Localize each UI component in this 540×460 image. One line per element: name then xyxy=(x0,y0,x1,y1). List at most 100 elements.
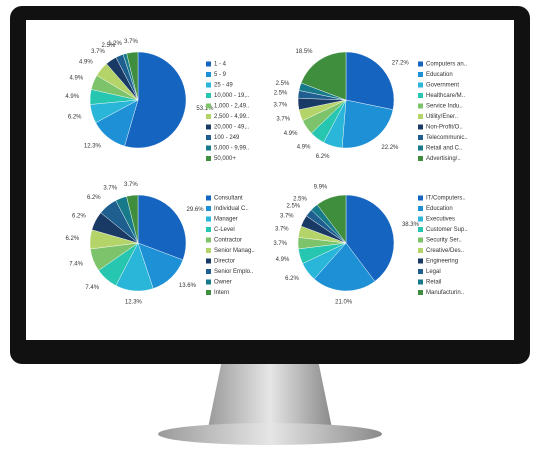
pie-slice xyxy=(300,51,347,101)
slice-label: 3.7% xyxy=(124,39,138,45)
legend-label: Owner xyxy=(214,280,232,286)
slice-label: 13.6% xyxy=(179,283,197,289)
legend-label: Consultant xyxy=(214,196,243,202)
legend-swatch xyxy=(206,248,211,253)
slice-label: 3.7% xyxy=(276,116,290,122)
slice-label: 4.9% xyxy=(70,76,84,82)
legend-label: Education xyxy=(426,206,453,212)
pie-slice xyxy=(313,242,376,292)
legend-swatch xyxy=(206,114,211,119)
slice-label: 3.7% xyxy=(273,241,287,247)
slice-label: 3.7% xyxy=(275,227,289,233)
legend-label: Customer Sup.. xyxy=(426,227,468,233)
slice-label: 2.5% xyxy=(276,81,290,87)
stand-neck xyxy=(208,360,332,428)
legend-swatch xyxy=(206,237,211,243)
slice-label: 12.3% xyxy=(125,299,143,305)
legend-label: Engineering xyxy=(426,259,458,265)
legend-swatch xyxy=(206,145,211,151)
slice-label: 7.4% xyxy=(69,262,83,268)
legend-swatch xyxy=(206,82,211,88)
legend-swatch xyxy=(418,61,423,67)
legend-swatch xyxy=(206,93,211,98)
slice-label: 9.9% xyxy=(314,185,328,191)
slice-label: 3.7% xyxy=(274,102,288,108)
slice-label: 29.6% xyxy=(187,207,205,213)
legend-label: Intern xyxy=(214,290,229,296)
legend-swatch xyxy=(418,258,423,264)
legend-swatch xyxy=(206,103,211,109)
slice-label: 18.5% xyxy=(295,49,313,55)
legend-swatch xyxy=(206,195,211,201)
legend-label: Utility/Ener.. xyxy=(426,114,458,120)
legend-swatch xyxy=(418,248,423,253)
slice-label: 21.0% xyxy=(335,300,353,306)
stand-base xyxy=(158,423,382,445)
legend-label: Retail xyxy=(426,280,441,286)
legend-label: Retail and C.. xyxy=(426,146,463,152)
legend-swatch xyxy=(418,114,423,119)
legend-label: 25 - 49 xyxy=(214,83,233,89)
legend-label: Senior Emplo.. xyxy=(214,269,254,275)
legend-swatch xyxy=(206,206,211,211)
legend-swatch xyxy=(206,279,211,285)
legend-swatch xyxy=(418,237,423,243)
legend-swatch xyxy=(418,216,423,222)
pie-slice xyxy=(124,51,187,149)
legend-label: Service Indu.. xyxy=(426,104,463,110)
legend-label: 10,000 - 19,.. xyxy=(214,93,250,99)
legend-label: 50,000+ xyxy=(214,156,236,162)
legend-label: Contractor xyxy=(214,238,242,244)
legend-swatch xyxy=(418,206,423,211)
legend-swatch xyxy=(418,227,423,232)
legend-label: 5,000 - 9,99.. xyxy=(214,146,250,152)
legend-label: IT/Computers.. xyxy=(426,196,466,202)
legend-swatch xyxy=(206,216,211,222)
pie-slice xyxy=(137,194,187,261)
pie-slice xyxy=(341,99,394,149)
legend-label: C-Level xyxy=(214,227,235,233)
legend-label: Legal xyxy=(426,269,441,275)
legend-label: Manager xyxy=(214,217,238,223)
legend-label: Individual C.. xyxy=(214,206,249,212)
slice-label: 22.2% xyxy=(381,145,399,151)
slice-label: 2.5% xyxy=(274,91,288,97)
legend-label: Government xyxy=(426,83,459,89)
legend-swatch xyxy=(206,227,211,232)
slice-label: 4.9% xyxy=(65,94,79,100)
slice-label: 4.9% xyxy=(276,257,290,263)
legend-label: Executives xyxy=(426,217,455,223)
legend-label: Non-Profit/O.. xyxy=(426,125,463,131)
pie-slice xyxy=(126,51,139,101)
legend-label: Telecommunic.. xyxy=(426,135,468,141)
legend-swatch xyxy=(418,72,423,77)
legend-swatch xyxy=(418,93,423,98)
legend-label: Director xyxy=(214,259,235,265)
pie-slice xyxy=(126,194,139,244)
legend-swatch xyxy=(418,145,423,151)
slice-label: 38.3% xyxy=(402,222,420,228)
legend-label: 1 - 4 xyxy=(214,62,227,68)
legend-label: 20,000 - 49,.. xyxy=(214,125,250,131)
slice-label: 3.7% xyxy=(91,49,105,55)
pie-slice xyxy=(345,51,395,110)
legend-label: Education xyxy=(426,72,453,78)
slice-label: 12.3% xyxy=(84,143,102,149)
legend-swatch xyxy=(418,103,423,109)
legend-label: Security Ser.. xyxy=(426,238,462,244)
legend-swatch xyxy=(206,124,211,130)
legend-swatch xyxy=(206,269,211,274)
pie-slice xyxy=(345,194,395,282)
legend-label: Advertising/.. xyxy=(426,156,461,162)
legend-swatch xyxy=(206,135,211,140)
slice-label: 6.2% xyxy=(285,276,299,282)
slice-label: 6.2% xyxy=(87,195,101,201)
legend-label: Manufacturin.. xyxy=(426,290,464,296)
legend-label: 2,500 - 4,99.. xyxy=(214,114,250,120)
slice-label: 27.2% xyxy=(392,60,410,66)
slice-label: 3.7% xyxy=(103,185,117,191)
slice-label: 3.7% xyxy=(124,182,138,188)
slice-label: 6.2% xyxy=(68,115,82,121)
pie-slice xyxy=(316,194,347,244)
